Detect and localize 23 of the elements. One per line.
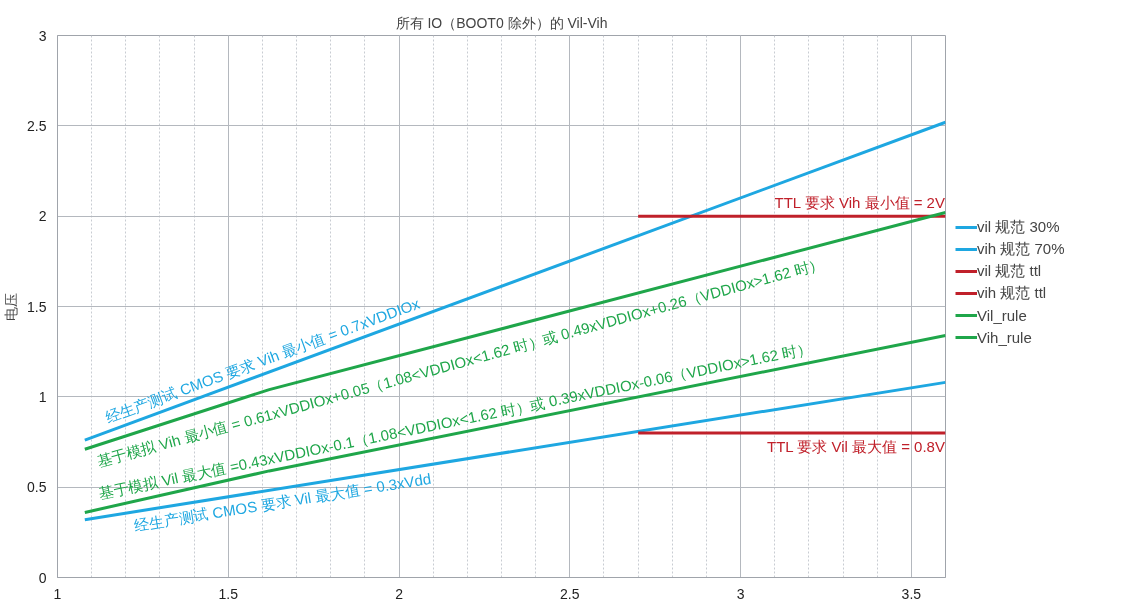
y-tick-label: 0 [38,569,47,586]
x-tick-label: 2.5 [560,585,580,602]
chart-title: 所有 IO（BOOT0 除外）的 Vil-Vih [395,14,608,31]
x-tick-label: 1.5 [218,585,239,602]
legend-label: Vih_rule [977,328,1032,346]
y-tick-label: 3 [38,27,47,44]
annotation: TTL 要求 Vih 最小值 = 2V [774,194,945,212]
y-tick-label: 2 [38,208,47,225]
y-tick-label: 0.5 [27,479,47,496]
legend-label: Vil_rule [977,306,1027,324]
y-tick-label: 2.5 [27,117,47,134]
legend-label: vih 规范 70% [977,239,1065,259]
legend-label: vil 规范 ttl [977,261,1042,281]
x-tick-label: 2 [395,585,404,602]
x-tick-label: 1 [53,585,62,602]
y-tick-label: 1.5 [27,298,47,315]
y-tick-label: 1 [38,388,47,405]
legend-label: vil 规范 30% [977,217,1060,237]
annotation: TTL 要求 Vil 最大值 = 0.8V [766,437,945,455]
x-tick-label: 3.5 [901,585,922,602]
legend-label: vih 规范 ttl [977,283,1047,303]
y-axis-title: 电压 [3,292,20,321]
x-tick-label: 3 [736,585,745,602]
